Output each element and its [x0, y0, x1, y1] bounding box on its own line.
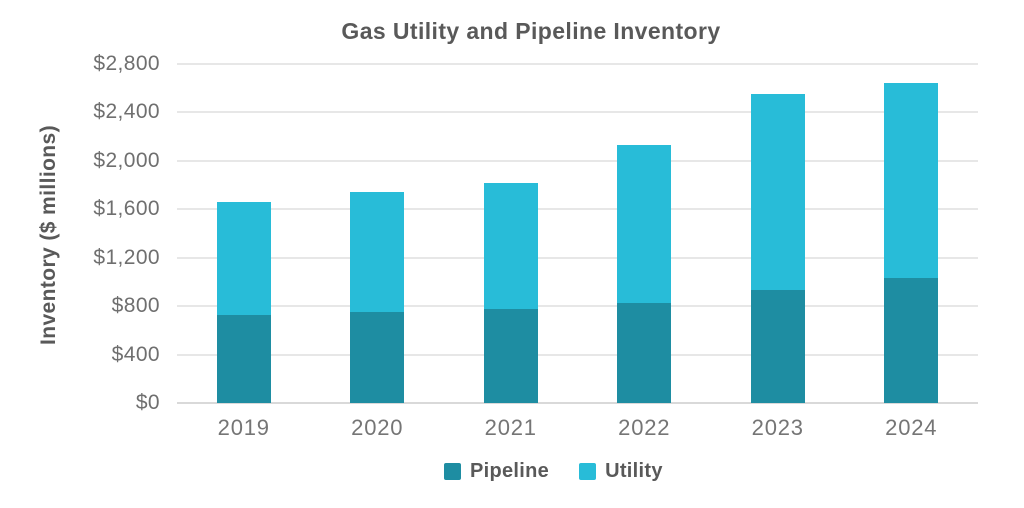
y-tick-label: $2,800	[93, 52, 160, 75]
x-tick-label-2023: 2023	[751, 415, 804, 440]
y-tick-label: $2,000	[93, 148, 160, 172]
plot-area	[177, 63, 978, 404]
bar-segment-utility-2019	[216, 202, 271, 315]
bar-segment-pipeline-2024	[884, 278, 939, 403]
x-tick-label-2024: 2024	[885, 415, 938, 440]
bar-2022	[617, 144, 672, 403]
y-tick-label: $1,600	[93, 197, 160, 221]
y-axis-tick-labels: $0 $400 $800 $1,200 $1,600 $2,000 $2,400 $2,800	[0, 52, 160, 414]
gridline	[177, 159, 978, 162]
y-tick-label: $1,200	[93, 245, 160, 269]
legend-swatch-pipeline	[444, 463, 461, 480]
bar-segment-pipeline-2019	[216, 314, 271, 403]
gridline	[177, 111, 978, 114]
legend-swatch-utility	[579, 463, 597, 480]
chart-title: Gas Utility and Pipeline Inventory	[341, 18, 721, 44]
bar-segment-utility-2020	[350, 192, 405, 312]
bar-2023	[750, 93, 805, 403]
bar-segment-utility-2024	[884, 82, 939, 279]
x-tick-label-2022: 2022	[618, 415, 671, 440]
y-tick-label: $2,400	[93, 100, 160, 124]
bar-2024	[884, 82, 939, 403]
bar-segment-pipeline-2021	[483, 309, 538, 403]
legend: Pipeline Utility	[444, 460, 663, 483]
y-tick-label: $0	[135, 391, 160, 414]
bar-2019	[216, 202, 271, 403]
gridline	[177, 208, 978, 211]
gridline	[177, 353, 978, 356]
gridline	[177, 305, 978, 308]
bar-segment-pipeline-2020	[350, 311, 405, 403]
gridline	[177, 256, 978, 259]
bar-segment-utility-2022	[617, 144, 672, 303]
y-tick-label: $800	[111, 294, 160, 318]
bar-segment-utility-2023	[750, 93, 805, 291]
bar-2020	[350, 192, 405, 403]
legend-item-utility: Utility	[579, 460, 663, 483]
x-axis-baseline	[177, 402, 978, 404]
legend-label-pipeline: Pipeline	[470, 460, 550, 482]
x-axis-tick-labels: 2019 2020 2021 2022 2023 2024	[177, 415, 978, 441]
legend-item-pipeline: Pipeline	[444, 460, 549, 483]
bar-segment-pipeline-2022	[617, 302, 672, 403]
bar-2021	[483, 183, 538, 403]
bar-segment-utility-2021	[483, 183, 538, 310]
x-tick-label-2019: 2019	[217, 415, 270, 440]
y-tick-label: $400	[111, 342, 160, 366]
gridline	[177, 63, 978, 65]
bar-segment-pipeline-2023	[750, 290, 805, 403]
x-tick-label-2021: 2021	[484, 415, 537, 440]
legend-label-utility: Utility	[605, 460, 663, 482]
x-tick-label-2020: 2020	[351, 415, 404, 440]
